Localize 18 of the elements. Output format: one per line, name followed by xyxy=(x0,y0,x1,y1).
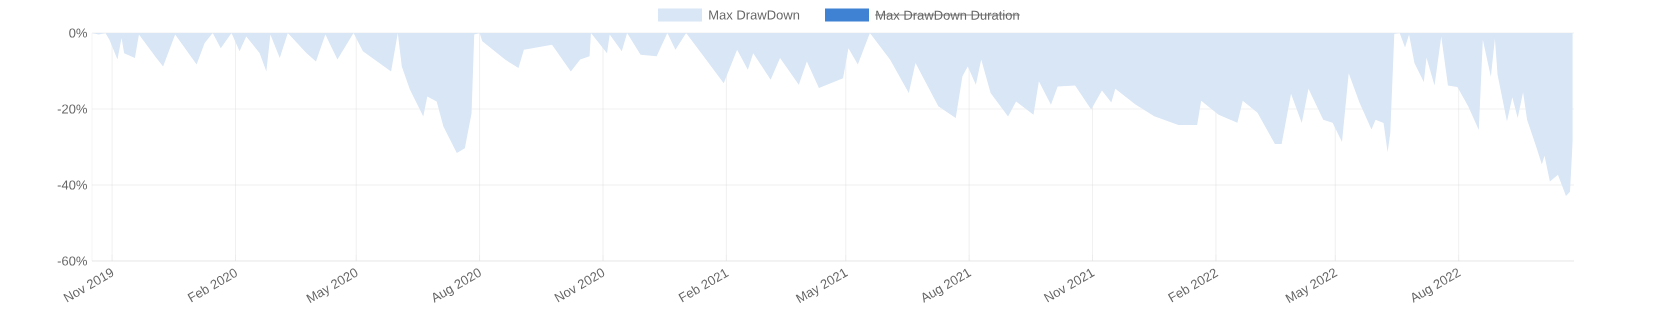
x-tick-label: Nov 2021 xyxy=(1043,268,1095,303)
x-tick-label: Aug 2021 xyxy=(922,268,972,303)
y-tick-label: -60% xyxy=(57,256,88,266)
y-tick-label: -20% xyxy=(57,104,88,114)
x-tick-label: Aug 2022 xyxy=(1412,268,1461,303)
x-tick-label: May 2020 xyxy=(306,268,358,304)
legend-label: Max DrawDown xyxy=(709,10,800,20)
x-tick-label: Feb 2022 xyxy=(1167,268,1219,303)
y-tick-label: -40% xyxy=(57,180,88,190)
x-tick-label: Feb 2020 xyxy=(187,268,237,303)
legend-label: Max DrawDown Duration xyxy=(876,10,1019,20)
y-tick-label: 0% xyxy=(69,28,88,38)
x-tick-label: Nov 2020 xyxy=(554,268,605,303)
x-tick-label: May 2021 xyxy=(795,268,849,304)
x-tick-label: Aug 2020 xyxy=(433,268,481,303)
x-tick-label: May 2022 xyxy=(1285,268,1338,304)
x-tick-label: Feb 2021 xyxy=(678,269,729,303)
x-tick-label: Nov 2019 xyxy=(63,268,114,303)
